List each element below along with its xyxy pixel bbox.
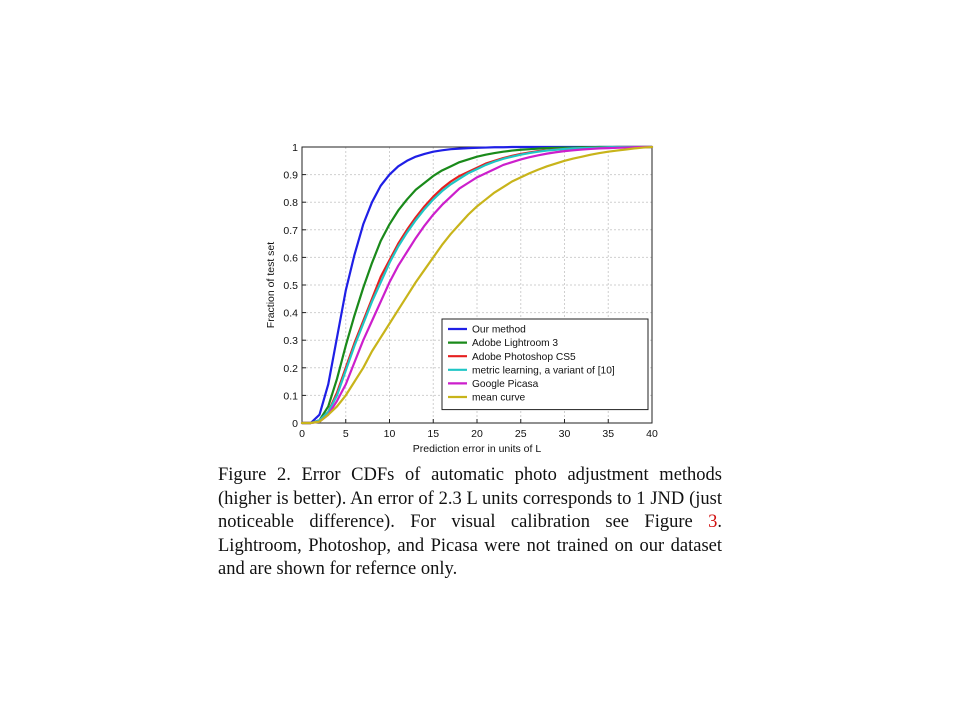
x-axis-label: Prediction error in units of L bbox=[413, 443, 542, 455]
axis-ticks: 0 5 10 15 20 25 30 35 40 0 0.1 0.2 0.3 0.4 0.5 0.6 0.7 0.… bbox=[283, 142, 658, 440]
legend-label: Adobe Photoshop CS5 bbox=[472, 352, 576, 363]
series-line-6 bbox=[300, 145, 654, 425]
x-tick-label: 0 bbox=[299, 428, 305, 440]
y-tick-label: 0.8 bbox=[283, 197, 298, 209]
x-tick-label: 5 bbox=[343, 428, 349, 440]
y-tick-label: 0.4 bbox=[283, 308, 298, 320]
y-tick-label: 0.1 bbox=[283, 390, 298, 402]
figure-caption: Figure 2. Error CDFs of automatic photo … bbox=[218, 464, 722, 582]
caption-text-part1: Figure 2. Error CDFs of automatic photo … bbox=[218, 465, 722, 532]
x-tick-label: 35 bbox=[602, 428, 614, 440]
legend-box bbox=[441, 318, 649, 411]
figure-reference-link[interactable]: 3 bbox=[708, 512, 718, 532]
y-axis-label: Fraction of test set bbox=[265, 242, 277, 328]
x-tick-label: 20 bbox=[471, 428, 483, 440]
y-tick-label: 0 bbox=[292, 418, 298, 430]
legend-label: metric learning, a variant of [10] bbox=[472, 365, 615, 376]
y-tick-label: 1 bbox=[292, 142, 298, 154]
series-layer bbox=[300, 145, 654, 425]
grid-lines bbox=[302, 147, 652, 423]
series-line-5 bbox=[300, 145, 654, 425]
y-tick-label: 0.3 bbox=[283, 335, 298, 347]
x-tick-label: 30 bbox=[559, 428, 571, 440]
legend-label: Google Picasa bbox=[472, 379, 539, 390]
caption-text-part2: . Lightroom, Photoshop, and Picasa were … bbox=[218, 512, 722, 579]
y-tick-label: 0.5 bbox=[283, 280, 298, 292]
x-tick-label: 15 bbox=[427, 428, 439, 440]
legend: Our method Adobe Lightroom 3 Adobe Photosh… bbox=[441, 318, 649, 411]
y-tick-label: 0.7 bbox=[283, 225, 298, 237]
x-tick-label: 40 bbox=[646, 428, 658, 440]
legend-label: Our method bbox=[472, 325, 526, 336]
y-tick-label: 0.2 bbox=[283, 363, 298, 375]
x-tick-label: 25 bbox=[515, 428, 527, 440]
y-tick-label: 0.9 bbox=[283, 170, 298, 182]
x-tick-label: 10 bbox=[384, 428, 396, 440]
y-tick-label: 0.6 bbox=[283, 252, 298, 264]
legend-label: Adobe Lightroom 3 bbox=[472, 338, 558, 349]
legend-label: mean curve bbox=[472, 393, 526, 404]
